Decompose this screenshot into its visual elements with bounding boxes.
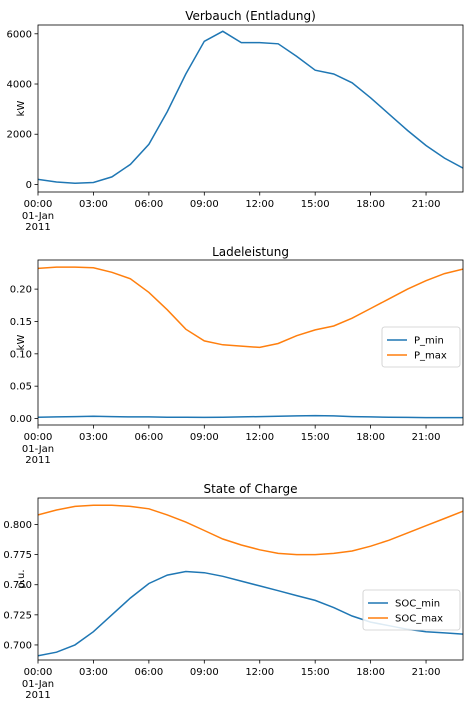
y-tick-label: 0.05 <box>10 382 32 393</box>
x-tick-label: 12:00 <box>245 667 274 678</box>
y-tick-label: 6000 <box>7 29 32 40</box>
y-tick-label: 0.15 <box>10 317 32 328</box>
legend: SOC_min SOC_max <box>363 590 460 630</box>
x-tick-label: 21:00 <box>412 667 441 678</box>
x-tick-label: 00:00 <box>24 199 53 210</box>
x-tick-label: 00:00 <box>24 432 53 443</box>
y-axis-label: kW <box>16 335 27 351</box>
subplot-1: Verbauch (Entladung) kW 0 2000 4000 6000 00:00… <box>7 9 463 233</box>
x-tick-label: 15:00 <box>301 199 330 210</box>
x-tick-label: 15:00 <box>301 432 330 443</box>
legend-label: SOC_max <box>395 614 443 625</box>
subplot-3: State of Chargep.u.0.7000.7250.7500.7750… <box>3 482 463 701</box>
y-axis-label: kW <box>16 101 27 117</box>
y-tick-label: 0 <box>26 180 32 191</box>
x-tick-label: 12:00 <box>245 199 274 210</box>
x-tick-label: 09:00 <box>190 199 219 210</box>
chart-title: Verbauch (Entladung) <box>185 9 316 23</box>
x-tick-sublabel: 01-Jan <box>22 444 54 455</box>
x-tick-sublabel: 01-Jan <box>22 679 54 690</box>
chart-title: Ladeleistung <box>212 245 289 259</box>
chart-title: State of Charge <box>203 482 297 496</box>
x-tick-sublabel: 01-Jan <box>22 211 54 222</box>
x-tick-label: 06:00 <box>134 199 163 210</box>
legend-label: P_max <box>414 351 447 362</box>
y-tick-label: 4000 <box>7 80 32 91</box>
y-tick-label: 0.00 <box>10 414 32 425</box>
legend: P_min P_max <box>382 327 460 367</box>
x-tick-sublabel: 2011 <box>25 222 50 233</box>
x-tick-label: 03:00 <box>79 432 108 443</box>
x-tick-label: 06:00 <box>134 432 163 443</box>
legend-label: SOC_min <box>395 599 440 610</box>
x-tick-label: 18:00 <box>356 199 385 210</box>
series-line-verbrauch <box>38 31 463 183</box>
x-tick-sublabel: 2011 <box>25 690 50 701</box>
y-tick-label: 0.700 <box>3 640 32 651</box>
x-tick-label: 00:00 <box>24 667 53 678</box>
y-tick-label: 0.775 <box>3 550 32 561</box>
series-line-p-min <box>38 416 463 418</box>
series-line-soc-max <box>38 505 463 554</box>
x-tick-label: 18:00 <box>356 432 385 443</box>
x-tick-label: 18:00 <box>356 667 385 678</box>
x-tick-label: 03:00 <box>79 199 108 210</box>
axes-frame <box>38 25 463 192</box>
y-tick-label: 0.20 <box>10 285 32 296</box>
x-tick-label: 12:00 <box>245 432 274 443</box>
y-tick-label: 0.800 <box>3 520 32 531</box>
y-tick-label: 0.750 <box>3 580 32 591</box>
x-tick-label: 03:00 <box>79 667 108 678</box>
legend-label: P_min <box>414 336 444 347</box>
axes-frame <box>38 498 463 660</box>
y-tick-label: 0.10 <box>10 349 32 360</box>
x-tick-label: 21:00 <box>412 199 441 210</box>
x-tick-label: 09:00 <box>190 667 219 678</box>
x-tick-sublabel: 2011 <box>25 455 50 466</box>
y-tick-label: 2000 <box>7 130 32 141</box>
y-tick-label: 0.725 <box>3 610 32 621</box>
x-tick-label: 09:00 <box>190 432 219 443</box>
x-tick-label: 06:00 <box>134 667 163 678</box>
x-tick-label: 15:00 <box>301 667 330 678</box>
x-tick-label: 21:00 <box>412 432 441 443</box>
